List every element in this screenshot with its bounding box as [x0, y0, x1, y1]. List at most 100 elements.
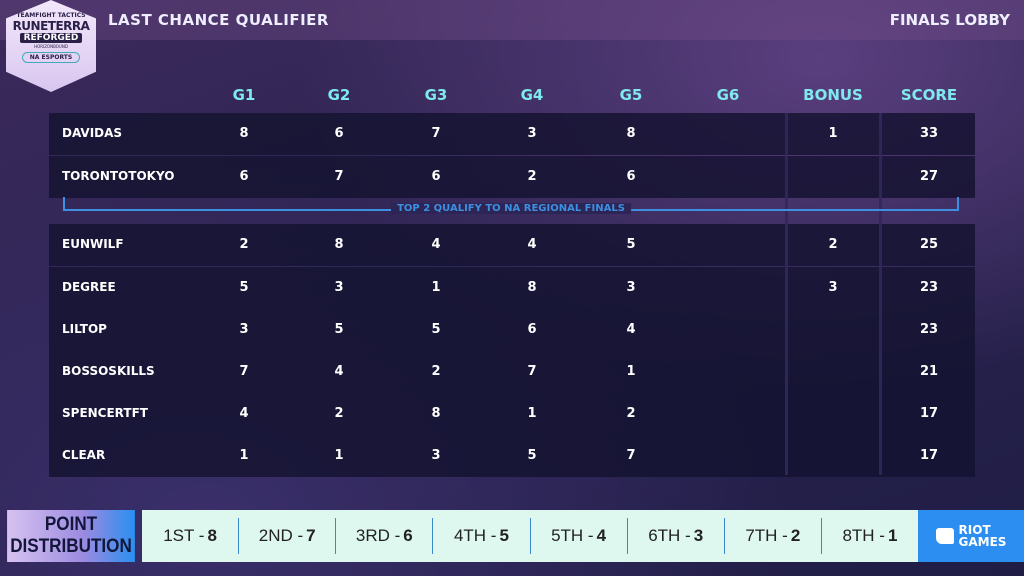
table-row: DEGREE 5 3 1 8 3 3 23	[49, 267, 975, 309]
point-item: 5TH -4	[531, 518, 628, 554]
game-score: 5	[626, 237, 636, 252]
game-score: 3	[527, 126, 537, 141]
column-header: SCORE	[900, 86, 958, 104]
game-score: 7	[239, 364, 249, 379]
game-score: 1	[527, 406, 537, 421]
game-score: 6	[431, 169, 441, 184]
player-name: LILTOP	[62, 322, 107, 336]
game-score: 3	[626, 280, 636, 295]
placement: 5TH -	[551, 526, 594, 545]
placement: 7TH -	[745, 526, 788, 545]
table-row: BOSSOSKILLS 7 4 2 7 1 21	[49, 351, 975, 393]
placement-points: 7	[306, 526, 316, 545]
game-score: 6	[626, 169, 636, 184]
total-score: 27	[919, 169, 939, 184]
table-row: CLEAR 1 1 3 5 7 17	[49, 435, 975, 477]
table-row: LILTOP 3 5 5 6 4 23	[49, 309, 975, 351]
game-score: 2	[239, 237, 249, 252]
table-row: DAVIDAS 8 6 7 3 8 1 33	[49, 113, 975, 155]
placement: 3RD -	[355, 526, 401, 545]
total-score: 33	[919, 126, 939, 141]
game-score: 2	[334, 406, 344, 421]
column-header: G3	[424, 86, 448, 104]
column-header: G4	[520, 86, 544, 104]
point-item: 6TH -3	[628, 518, 725, 554]
riot-fist-icon	[935, 528, 954, 544]
game-score: 1	[239, 448, 249, 463]
game-score: 8	[626, 126, 636, 141]
game-score: 3	[431, 448, 441, 463]
table-row: SPENCERTFT 4 2 8 1 2 17	[49, 393, 975, 435]
qualify-label: TOP 2 QUALIFY TO NA REGIONAL FINALS	[391, 203, 631, 214]
game-score: 4	[334, 364, 344, 379]
logo-line: REFORGED	[20, 33, 82, 43]
logo-line: TEAMFIGHT TACTICS	[16, 12, 86, 19]
game-score: 1	[431, 280, 441, 295]
score-divider	[879, 113, 882, 475]
point-item: 8TH -1	[822, 518, 918, 554]
game-score: 5	[334, 322, 344, 337]
game-score: 4	[431, 237, 441, 252]
top-band	[0, 0, 1024, 40]
game-score: 3	[334, 280, 344, 295]
game-score: 1	[334, 448, 344, 463]
column-header: G1	[232, 86, 256, 104]
column-header: G2	[327, 86, 351, 104]
tournament-logo: TEAMFIGHT TACTICS RUNETERRA REFORGED HOR…	[6, 0, 96, 92]
lobby-label: FINALS LOBBY	[889, 11, 1010, 29]
placement-points: 4	[596, 526, 607, 545]
placement: 1ST -	[163, 526, 205, 545]
game-score: 7	[334, 169, 344, 184]
title-line: POINT	[44, 514, 98, 535]
player-name: TORONTOTOKYO	[62, 169, 175, 183]
placement: 2ND -	[258, 526, 304, 545]
table-row: TORONTOTOKYO 6 7 6 2 6 27	[49, 156, 975, 198]
point-item: 1ST -8	[142, 518, 240, 554]
player-name: EUNWILF	[62, 237, 124, 251]
column-header: BONUS	[803, 86, 863, 104]
game-score: 4	[239, 406, 249, 421]
placement: 8TH -	[842, 526, 885, 545]
player-name: SPENCERTFT	[62, 406, 148, 420]
placement-points: 8	[207, 526, 217, 545]
player-name: CLEAR	[62, 448, 106, 462]
game-score: 5	[431, 322, 441, 337]
game-score: 2	[431, 364, 441, 379]
game-score: 4	[626, 322, 636, 337]
game-score: 7	[527, 364, 537, 379]
bonus-score: 3	[828, 280, 838, 295]
game-score: 8	[527, 280, 537, 295]
total-score: 23	[919, 322, 939, 337]
riot-games-logo: RIOT GAMES	[918, 510, 1024, 562]
sponsor-line: RIOT	[958, 523, 991, 537]
game-score: 5	[239, 280, 249, 295]
player-name: DAVIDAS	[62, 126, 123, 140]
total-score: 23	[919, 280, 939, 295]
game-score: 8	[239, 126, 249, 141]
game-score: 2	[527, 169, 537, 184]
column-header: G6	[716, 86, 740, 104]
title-line: DISTRIBUTION	[10, 536, 132, 557]
table-row: EUNWILF 2 8 4 4 5 2 25	[49, 224, 975, 266]
game-score: 7	[626, 448, 636, 463]
total-score: 17	[919, 448, 939, 463]
game-score: 7	[431, 126, 441, 141]
placement: 6TH -	[648, 526, 691, 545]
placement-points: 2	[790, 526, 801, 545]
game-score: 6	[334, 126, 344, 141]
bonus-divider	[785, 113, 788, 475]
player-name: DEGREE	[62, 280, 116, 294]
point-item: 7TH -2	[725, 518, 822, 554]
point-distribution-title: POINT DISTRIBUTION	[7, 510, 135, 562]
bonus-score: 1	[828, 126, 838, 141]
point-item: 4TH -5	[433, 518, 531, 554]
point-item: 2ND -7	[239, 518, 337, 554]
sponsor-line: GAMES	[958, 535, 1007, 549]
game-score: 6	[527, 322, 537, 337]
logo-line: HORIZONBOUND	[34, 44, 68, 49]
point-item: 3RD -6	[336, 518, 434, 554]
placement-points: 1	[887, 526, 898, 545]
game-score: 8	[334, 237, 344, 252]
logo-line: RUNETERRA	[12, 19, 90, 33]
placement-points: 6	[403, 526, 413, 545]
